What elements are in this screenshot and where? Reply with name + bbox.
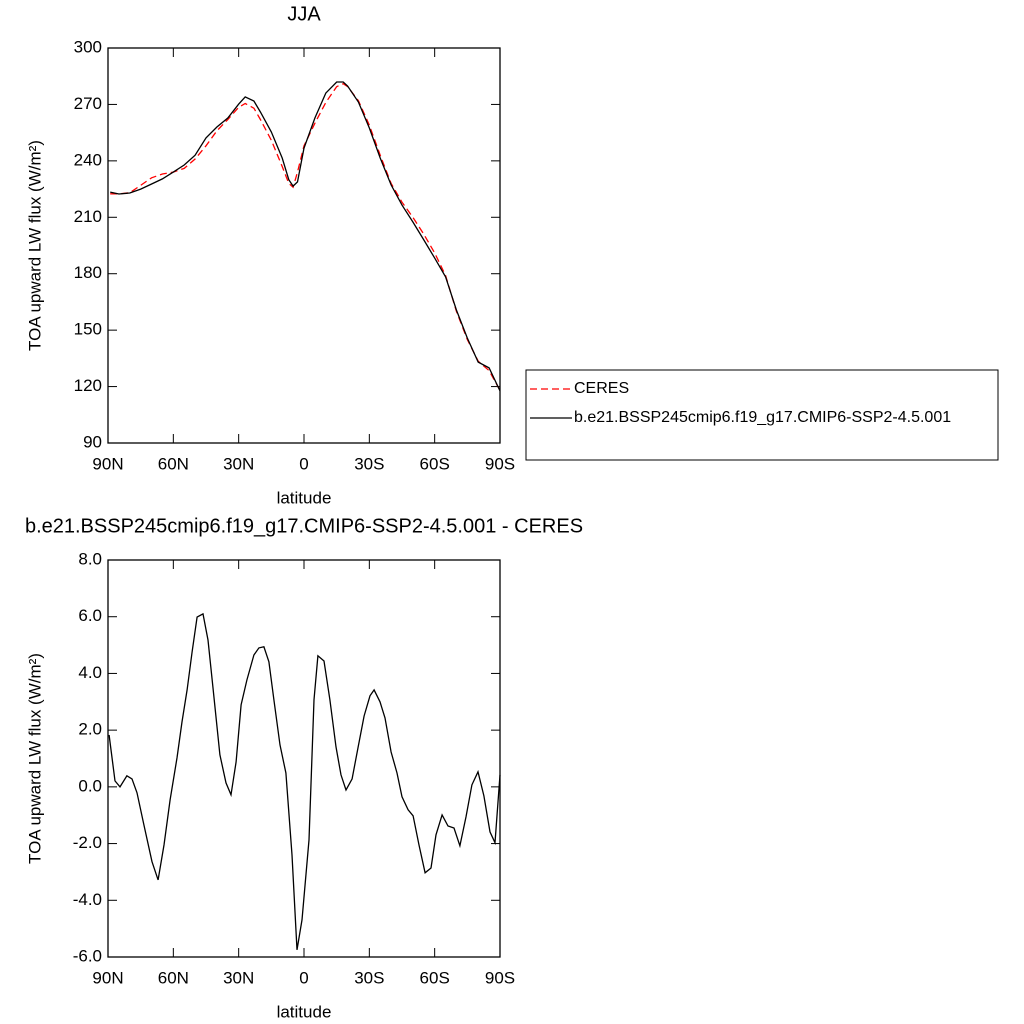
legend-label: b.e21.BSSP245cmip6.f19_g17.CMIP6-SSP2-4.…: [574, 409, 951, 426]
y-tick-label: -2.0: [73, 833, 102, 852]
y-tick-label: -4.0: [73, 890, 102, 909]
legend-label: CERES: [574, 380, 629, 397]
data-line: [110, 82, 501, 391]
x-tick-label: 30S: [354, 968, 384, 987]
x-tick-label: 90S: [485, 968, 515, 987]
y-tick-label: 0.0: [78, 776, 102, 795]
x-tick-label: 90N: [92, 454, 123, 473]
y-tick-label: 300: [74, 37, 102, 56]
y-tick-label: 270: [74, 94, 102, 113]
y-tick-label: 8.0: [78, 549, 102, 568]
y-tick-label: 150: [74, 320, 102, 339]
x-tick-label: 60N: [158, 454, 189, 473]
x-tick-label: 30N: [223, 454, 254, 473]
data-line: [108, 612, 501, 951]
y-tick-label: 180: [74, 263, 102, 282]
y-tick-label: -6.0: [73, 946, 102, 965]
y-tick-label: 6.0: [78, 606, 102, 625]
x-tick-label: 30S: [354, 454, 384, 473]
x-tick-label: 90N: [92, 968, 123, 987]
legend-box: [525, 369, 999, 461]
plot-frame: [107, 559, 501, 958]
x-tick-label: 60N: [158, 968, 189, 987]
y-tick-label: 240: [74, 150, 102, 169]
y-axis-label: TOA upward LW flux (W/m²): [25, 140, 44, 351]
y-tick-label: 210: [74, 207, 102, 226]
y-tick-label: 2.0: [78, 720, 102, 739]
x-tick-label: 60S: [420, 454, 450, 473]
plot-frame: [107, 47, 501, 444]
x-tick-label: 0: [299, 968, 308, 987]
x-tick-label: 30N: [223, 968, 254, 987]
y-axis-label: TOA upward LW flux (W/m²): [25, 653, 44, 864]
y-tick-label: 4.0: [78, 663, 102, 682]
chart-title: JJA: [287, 3, 321, 25]
x-tick-label: 0: [299, 454, 308, 473]
x-tick-label: 90S: [485, 454, 515, 473]
x-axis-label: latitude: [277, 1002, 332, 1021]
x-tick-label: 60S: [420, 968, 450, 987]
chart-title: b.e21.BSSP245cmip6.f19_g17.CMIP6-SSP2-4.…: [25, 515, 583, 537]
x-axis-label: latitude: [277, 488, 332, 507]
y-tick-label: 90: [83, 432, 102, 451]
data-line: [110, 81, 501, 392]
y-tick-label: 120: [74, 376, 102, 395]
